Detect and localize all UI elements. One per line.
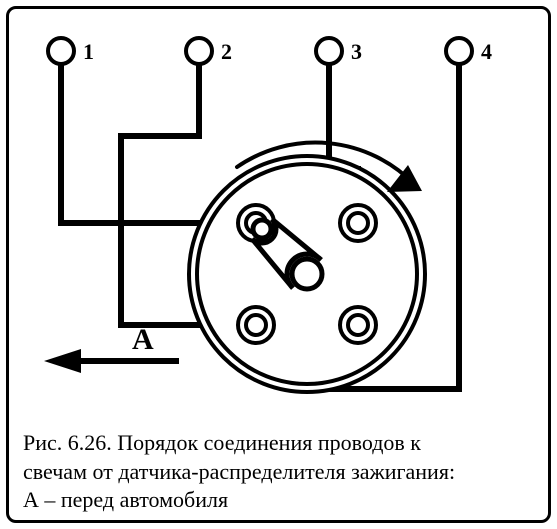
figure-caption: Рис. 6.26. Порядок соединения проводов к…	[23, 429, 534, 515]
terminal-outer-4	[340, 307, 376, 343]
spark-plug-1	[48, 38, 74, 64]
caption-line-1: Рис. 6.26. Порядок соединения проводов к	[23, 430, 421, 455]
spark-plug-label-3: 3	[351, 39, 362, 64]
rotor-tip	[253, 220, 271, 238]
spark-plug-label-4: 4	[481, 39, 492, 64]
terminal-outer-3	[340, 205, 376, 241]
direction-arrow-label: А	[132, 323, 154, 356]
spark-plug-2	[186, 38, 212, 64]
figure-frame: А 1 2 3 4 Рис. 6.26. Порядок соединения пров…	[6, 6, 551, 523]
spark-plug-label-2: 2	[221, 39, 232, 64]
spark-plug-label-1: 1	[83, 39, 94, 64]
caption-line-2: свечам от датчика-распределителя зажиган…	[23, 459, 455, 484]
wiring-diagram: А 1 2 3 4	[9, 9, 548, 429]
spark-plug-4	[446, 38, 472, 64]
page: А 1 2 3 4 Рис. 6.26. Порядок соединения пров…	[0, 0, 557, 529]
terminal-outer-2	[238, 307, 274, 343]
rotor-hub	[292, 259, 322, 289]
direction-arrow-head	[44, 349, 81, 373]
spark-plug-3	[316, 38, 342, 64]
rotation-arrow-head	[387, 165, 422, 192]
caption-line-3: А – перед автомобиля	[23, 487, 228, 512]
